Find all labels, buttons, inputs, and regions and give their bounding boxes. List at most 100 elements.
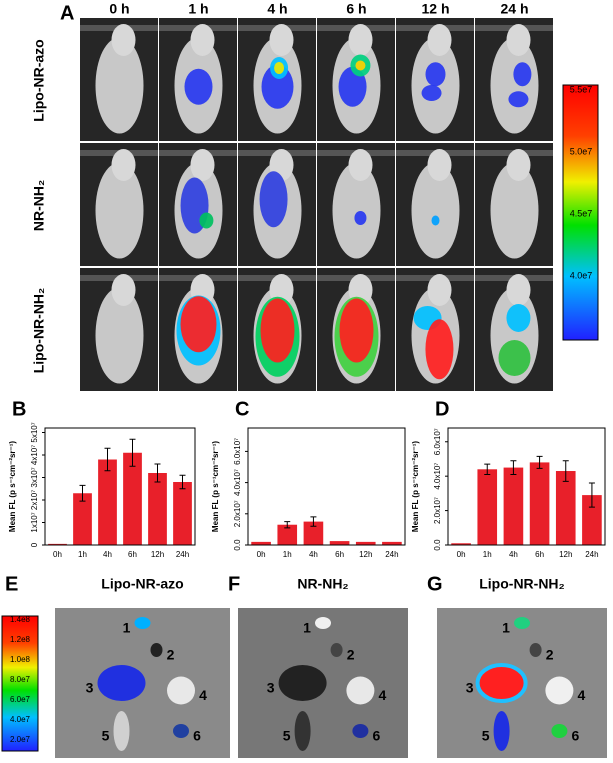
colorbar-label: 4.5e7 — [570, 208, 593, 218]
time-label: 12 h — [421, 1, 449, 17]
signal — [498, 340, 531, 376]
plot-frame — [44, 427, 196, 546]
organ — [514, 617, 530, 629]
mouse-head — [506, 274, 531, 306]
y-tick-label: 4.0x10⁷ — [433, 463, 442, 490]
organ — [167, 676, 195, 705]
organ — [150, 643, 163, 657]
mouse — [490, 162, 539, 259]
row-label: Lipo-NR-azo — [31, 39, 47, 121]
error-bar — [510, 460, 517, 475]
signal — [508, 91, 529, 108]
error-bar — [310, 516, 317, 527]
panel-title: NR-NH₂ — [297, 576, 348, 592]
signal — [425, 319, 454, 380]
x-tick-label: 12h — [359, 550, 372, 559]
bar — [382, 541, 402, 545]
panel-label: D — [435, 398, 449, 420]
signal — [180, 296, 217, 353]
organ — [315, 617, 331, 629]
bar — [451, 543, 471, 545]
mouse-head — [111, 149, 136, 181]
signal — [184, 68, 213, 105]
organ — [475, 663, 528, 703]
x-tick-label: 0h — [257, 550, 266, 559]
organ-number: 5 — [102, 728, 110, 744]
organ-number: 6 — [193, 728, 201, 744]
mouse-head — [190, 24, 215, 56]
error-bar — [79, 484, 86, 502]
panel-label: A — [60, 2, 74, 24]
y-tick-label: 2.0x10⁷ — [233, 500, 242, 527]
colorbar-label: 5.5e7 — [570, 84, 593, 94]
mouse-head — [348, 24, 373, 56]
organ — [97, 665, 146, 701]
bar — [329, 541, 350, 545]
organ — [294, 711, 311, 751]
bar — [355, 541, 376, 545]
x-tick-label: 6h — [535, 550, 544, 559]
panel-label: E — [5, 573, 18, 595]
mouse-head — [427, 274, 452, 306]
bar — [277, 524, 298, 545]
error-bar — [154, 463, 161, 483]
error-bar — [562, 460, 569, 482]
bar — [123, 452, 142, 545]
organ — [113, 711, 130, 751]
organ-number: 2 — [167, 647, 175, 663]
y-tick-label: 3x10⁷ — [30, 467, 39, 487]
signal — [261, 64, 294, 109]
x-tick-label: 24h — [385, 550, 398, 559]
mouse — [411, 162, 460, 259]
plot-frame — [247, 427, 406, 546]
y-axis-title: Mean FL (p s⁻¹cm⁻²sr⁻¹) — [8, 441, 17, 533]
organ — [551, 724, 568, 738]
x-tick-label: 12h — [151, 550, 164, 559]
y-tick-label: 2.0x10⁷ — [433, 497, 442, 524]
colorbar — [1, 615, 39, 752]
plot-frame — [447, 427, 606, 546]
signal — [339, 298, 374, 363]
organ-number: 6 — [572, 728, 580, 744]
x-tick-label: 0h — [53, 550, 62, 559]
error-bar — [284, 521, 291, 529]
organ — [173, 724, 189, 738]
colorbar-label: 1.4e8 — [10, 615, 31, 624]
signal — [259, 171, 288, 228]
time-label: 1 h — [188, 1, 208, 17]
x-tick-label: 24h — [585, 550, 598, 559]
signal — [199, 212, 214, 229]
panel-title: Lipo-NR-azo — [101, 576, 183, 592]
colorbar-label: 2.0e7 — [10, 735, 31, 744]
panel-title: Lipo-NR-NH₂ — [479, 576, 565, 592]
y-tick-label: 0.0 — [433, 539, 442, 551]
signal — [513, 62, 532, 87]
y-tick-label: 6.0x10⁷ — [233, 438, 242, 465]
organ — [545, 676, 574, 705]
x-tick-label: 4h — [309, 550, 318, 559]
time-label: 0 h — [109, 1, 129, 17]
mouse-head — [427, 149, 452, 181]
y-axis-title: Mean FL (p s⁻¹cm⁻²sr⁻¹) — [211, 441, 220, 533]
mouse-head — [111, 24, 136, 56]
organ — [278, 665, 327, 701]
x-tick-label: 0h — [457, 550, 466, 559]
signal — [338, 66, 367, 107]
y-tick-label: 0 — [30, 542, 39, 547]
organ-number: 1 — [123, 620, 131, 636]
colorbar-label: 4.0e7 — [10, 715, 31, 724]
colorbar — [562, 84, 599, 341]
mouse — [332, 162, 381, 259]
organ-number: 6 — [373, 728, 381, 744]
x-tick-label: 1h — [483, 550, 492, 559]
y-tick-label: 2x10⁷ — [30, 490, 39, 510]
row-label: NR-NH₂ — [31, 180, 47, 231]
organ — [529, 643, 542, 657]
organ-number: 3 — [466, 680, 474, 696]
organ — [352, 724, 369, 738]
panel-label: C — [235, 398, 249, 420]
time-label: 24 h — [500, 1, 528, 17]
mouse-head — [506, 24, 531, 56]
bar — [173, 482, 192, 545]
